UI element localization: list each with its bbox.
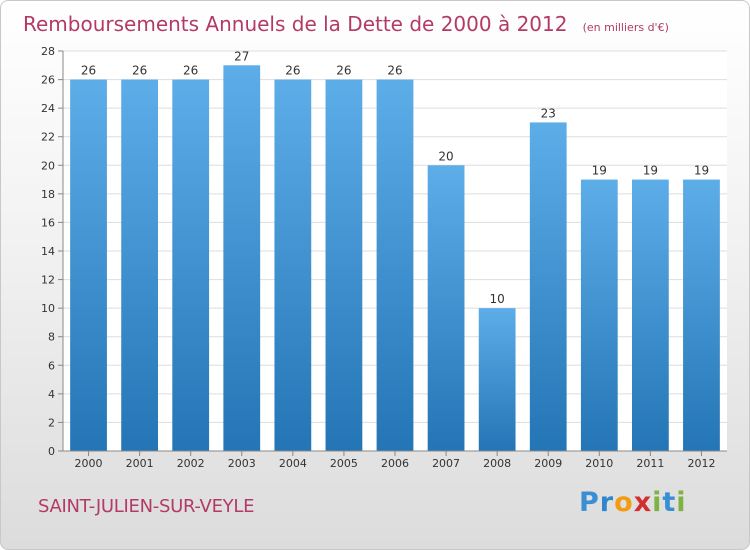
chart-subtitle: (en milliers d'€)	[583, 21, 669, 34]
x-tick-label-2005: 2005	[330, 457, 358, 470]
x-tick-label-2008: 2008	[483, 457, 511, 470]
y-tick-label: 26	[41, 74, 55, 87]
y-tick-label: 16	[41, 216, 55, 229]
bar-2010	[580, 179, 618, 452]
y-tick-label: 14	[41, 245, 55, 258]
value-label-2008: 10	[490, 292, 505, 306]
value-label-2012: 19	[694, 164, 709, 178]
y-tick-label: 12	[41, 274, 55, 287]
bar-2009	[529, 122, 567, 451]
x-tick-label-2003: 2003	[228, 457, 256, 470]
y-tick-label: 4	[48, 388, 55, 401]
y-tick-label: 2	[48, 416, 55, 429]
chart-title: Remboursements Annuels de la Dette de 20…	[23, 12, 669, 36]
bar-2006	[376, 79, 414, 452]
x-tick-label-2009: 2009	[534, 457, 562, 470]
y-tick-label: 20	[41, 159, 55, 172]
bar-2000	[70, 79, 107, 452]
logo-letter: i	[676, 487, 687, 518]
x-tick-label-2011: 2011	[636, 457, 664, 470]
x-tick-label-2006: 2006	[381, 457, 409, 470]
y-tick-label: 22	[41, 131, 55, 144]
logo-letter: P	[579, 487, 600, 518]
x-tick-label-2012: 2012	[687, 457, 715, 470]
value-label-2005: 26	[336, 64, 351, 78]
bar-2007	[427, 165, 465, 452]
proxiti-logo: Proxiti	[579, 487, 687, 518]
bar-2011	[631, 179, 669, 452]
commune-name: SAINT-JULIEN-SUR-VEYLE	[38, 496, 255, 517]
bar-2001	[121, 79, 159, 452]
y-tick-label: 6	[48, 359, 55, 372]
value-label-2002: 26	[183, 64, 198, 78]
bar-2004	[274, 79, 312, 452]
logo-letter: o	[614, 487, 634, 518]
bar-2002	[172, 79, 210, 452]
logo-letter: i	[652, 487, 663, 518]
bar-2012	[683, 179, 720, 452]
y-tick-label: 24	[41, 102, 55, 115]
logo-letter: t	[662, 487, 677, 518]
bars	[70, 65, 720, 452]
value-label-2007: 20	[438, 149, 453, 163]
y-tick-label: 0	[48, 445, 55, 458]
bar-2003	[223, 65, 261, 452]
logo-letter: x	[633, 487, 653, 518]
value-label-2000: 26	[81, 64, 96, 78]
y-tick-label: 10	[41, 302, 55, 315]
value-labels: 26 26 26 27 26 26 26 20 10 23 19 19 19	[81, 49, 709, 306]
value-label-2001: 26	[132, 64, 147, 78]
x-tick-label-2001: 2001	[126, 457, 154, 470]
y-tick-label: 18	[41, 188, 55, 201]
bar-2005	[325, 79, 363, 452]
value-label-2006: 26	[387, 64, 402, 78]
x-tick-label-2007: 2007	[432, 457, 460, 470]
x-tick-label-2004: 2004	[279, 457, 307, 470]
x-tick-label-2000: 2000	[75, 457, 103, 470]
chart-title-text: Remboursements Annuels de la Dette de 20…	[23, 12, 567, 36]
logo-letter: r	[599, 487, 615, 518]
x-tick-label-2002: 2002	[177, 457, 205, 470]
y-tick-label: 8	[48, 331, 55, 344]
bar-2008	[478, 308, 516, 451]
x-tick-label-2010: 2010	[585, 457, 613, 470]
value-label-2003: 27	[234, 49, 249, 63]
y-tick-label: 28	[41, 45, 55, 58]
value-label-2009: 23	[541, 106, 556, 120]
value-label-2004: 26	[285, 64, 300, 78]
value-label-2011: 19	[643, 164, 658, 178]
value-label-2010: 19	[592, 164, 607, 178]
